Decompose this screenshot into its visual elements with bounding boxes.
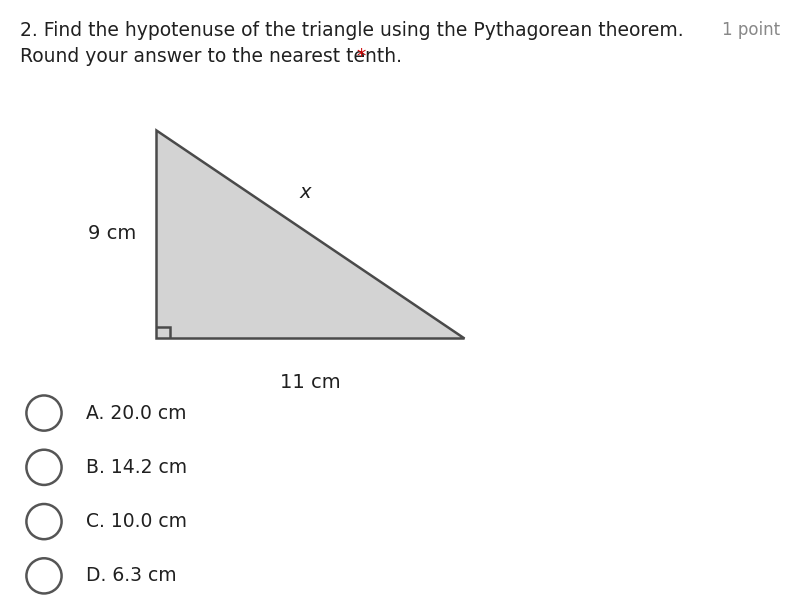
Text: B. 14.2 cm: B. 14.2 cm	[86, 458, 186, 477]
Text: 1 point: 1 point	[722, 21, 780, 39]
Text: A. 20.0 cm: A. 20.0 cm	[86, 403, 186, 423]
Text: *: *	[356, 47, 366, 66]
Text: 11 cm: 11 cm	[280, 373, 340, 393]
Polygon shape	[156, 130, 464, 338]
Text: x: x	[300, 183, 311, 203]
Text: D. 6.3 cm: D. 6.3 cm	[86, 566, 176, 586]
Text: 9 cm: 9 cm	[88, 224, 136, 243]
Text: Round your answer to the nearest tenth.: Round your answer to the nearest tenth.	[20, 47, 408, 66]
Text: C. 10.0 cm: C. 10.0 cm	[86, 512, 186, 531]
Text: 2. Find the hypotenuse of the triangle using the Pythagorean theorem.: 2. Find the hypotenuse of the triangle u…	[20, 21, 684, 40]
